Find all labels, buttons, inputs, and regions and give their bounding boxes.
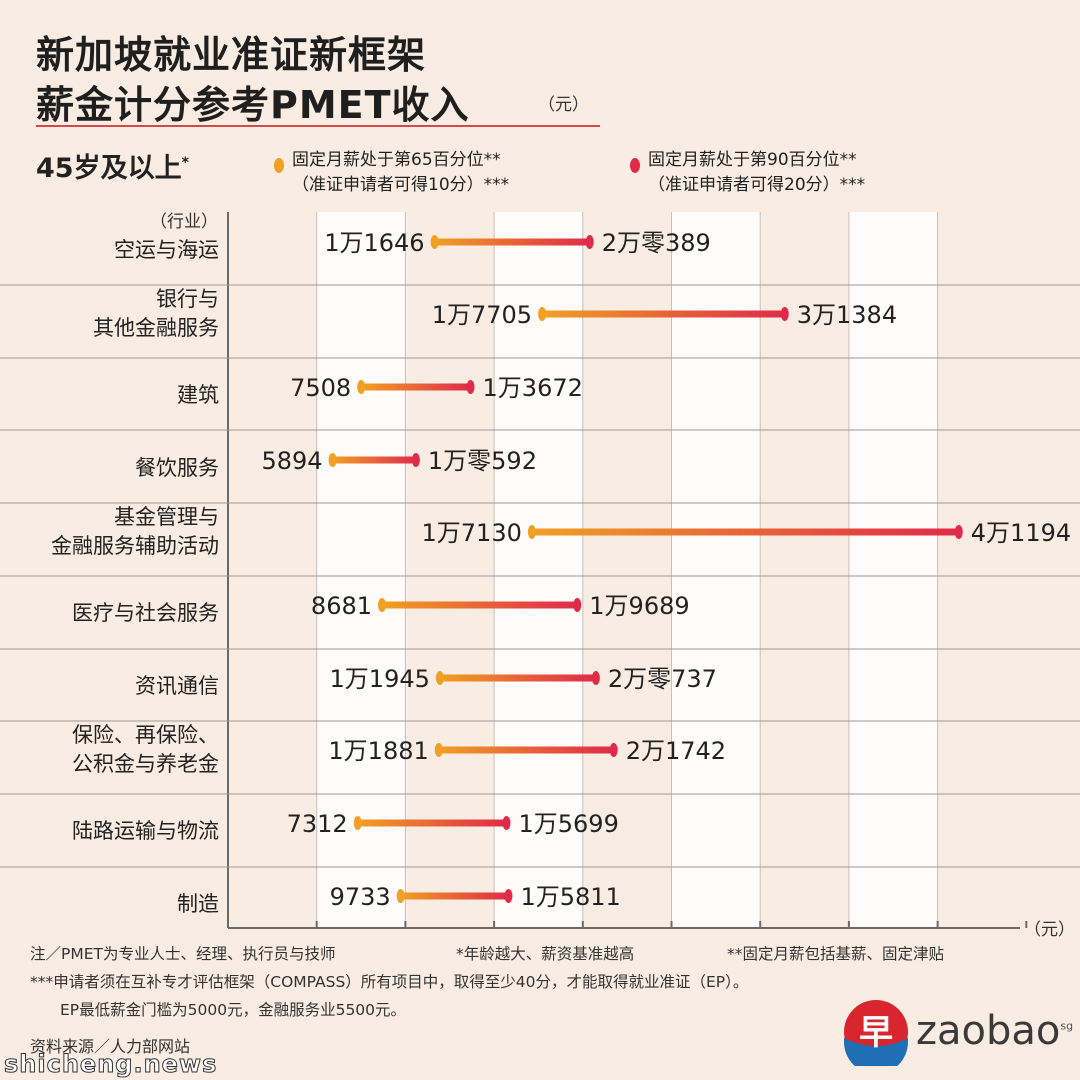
point-p90 [573,598,582,612]
point-p90 [780,307,789,321]
point-p65 [328,453,337,467]
range-bar [400,892,509,900]
point-p90 [411,453,420,467]
value-label-p90: 2万零737 [608,665,717,693]
grid-band [494,212,583,928]
value-label-p90: 1万9689 [589,592,689,620]
category-label: 保险、再保险、 公积金与养老金 [72,723,219,776]
range-bar [382,601,578,609]
title-unit: （元） [538,95,589,115]
x-axis-unit: （元） [1024,920,1075,940]
point-p90 [609,743,618,757]
value-label-p65: 5894 [261,447,322,475]
point-p65 [434,743,443,757]
value-label-p90: 2万1742 [626,737,726,765]
point-p65 [357,380,366,394]
point-p65 [435,671,444,685]
footnote-pmet: 注／PMET为专业人士、经理、执行员与技师 [30,945,336,963]
title-line1: 新加坡就业准证新框架 [36,33,427,77]
footnote-age: *年龄越大、薪资基准越高 [456,945,635,963]
footnote-salary: **固定月薪包括基薪、固定津贴 [727,945,945,963]
point-p65 [538,307,547,321]
value-label-p90: 1万3672 [483,374,583,402]
point-p90 [466,380,475,394]
zaobao-logo-icon: 早 [844,1000,908,1066]
point-p90 [591,671,600,685]
value-label-p90: 4万1194 [971,519,1071,547]
grid-band [671,212,761,928]
category-label: 陆路运输与物流 [72,818,219,843]
value-label-p65: 7312 [287,810,348,838]
value-label-p65: 9733 [330,883,391,911]
range-bar [531,528,959,536]
legend-label-p65: 固定月薪处于第65百分位** （准证申请者可得10分）*** [292,150,510,195]
legend-dot-p65 [274,158,284,173]
point-p65 [430,235,439,249]
point-p90 [504,889,513,903]
category-label: 资讯通信 [135,673,219,698]
point-p90 [502,816,511,830]
category-label: 空运与海运 [114,237,219,262]
range-bar [332,456,416,464]
footnote-threshold: EP最低薪金门槛为5000元，金融服务业5500元。 [60,1001,407,1019]
value-label-p65: 1万1646 [324,229,424,257]
brand-char: 早 [859,1013,893,1053]
value-label-p90: 1万5699 [519,810,619,838]
legend-dot-p90 [630,158,640,173]
value-label-p65: 1万7130 [422,519,522,547]
point-p90 [954,525,963,539]
category-label: 银行与 其他金融服务 [93,287,219,340]
category-label: 餐饮服务 [135,455,219,480]
value-label-p65: 1万1881 [328,737,428,765]
brand-name: zaobaosg [916,1008,1074,1054]
source-credit: 资料来源／人力部网站 [30,1037,191,1056]
value-label-p90: 1万5811 [520,883,620,911]
point-p65 [353,816,362,830]
range-bar [361,383,471,391]
point-p65 [396,889,405,903]
age-group-label: 45岁及以上* [36,153,189,184]
grid-band [316,212,406,928]
value-label-p65: 8681 [311,592,372,620]
value-label-p90: 2万零389 [602,229,711,257]
category-label: 医疗与社会服务 [72,600,219,625]
category-label: 制造 [177,891,219,916]
point-p65 [378,598,387,612]
range-bar [439,674,596,682]
value-label-p90: 1万零592 [428,447,537,475]
range-bar [438,746,614,754]
point-p90 [585,235,594,249]
value-label-p65: 1万7705 [432,301,532,329]
value-label-p90: 3万1384 [797,301,897,329]
category-label: 基金管理与 金融服务辅助活动 [51,505,219,558]
value-label-p65: 7508 [290,374,351,402]
footnote-compass: ***申请者须在互补专才评估框架（COMPASS）所有项目中，取得至少40分，才… [30,973,749,991]
title-line2: 薪金计分参考PMET收入 [36,83,470,127]
title-rule [36,125,600,127]
range-bar [542,310,785,318]
point-p65 [527,525,536,539]
watermark: shicheng.news [3,1050,218,1079]
y-axis-title: （行业） [150,212,218,232]
grid-band [848,212,938,928]
range-bar [357,819,507,827]
value-label-p65: 1万1945 [330,665,430,693]
category-label: 建筑 [177,382,219,407]
range-bar [434,238,590,246]
legend-label-p90: 固定月薪处于第90百分位** （准证申请者可得20分）*** [648,150,866,195]
